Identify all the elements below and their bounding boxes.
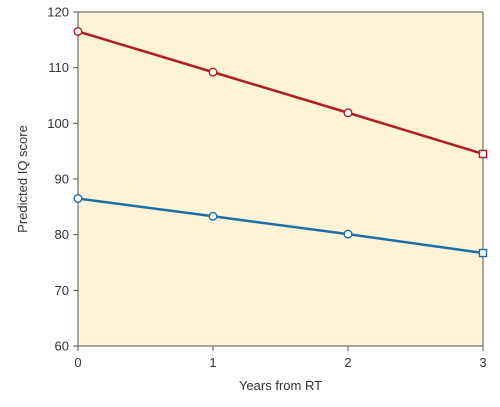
y-tick-label: 60 xyxy=(55,339,69,354)
plot-area xyxy=(77,11,484,347)
x-tick-label: 0 xyxy=(74,355,81,370)
data-point xyxy=(208,211,218,221)
data-point xyxy=(478,149,488,159)
data-point xyxy=(478,248,488,258)
y-tick-label: 100 xyxy=(47,116,69,131)
series-line xyxy=(76,197,485,255)
x-tick-label: 2 xyxy=(344,355,351,370)
data-point xyxy=(343,229,353,239)
data-point xyxy=(73,26,83,36)
y-tick-label: 110 xyxy=(48,60,69,75)
x-axis-title: Years from RT xyxy=(239,378,322,393)
x-tick-label: 1 xyxy=(209,355,216,370)
y-tick-label: 120 xyxy=(47,5,69,20)
data-point xyxy=(208,67,218,77)
series-1 xyxy=(73,26,488,159)
x-tick-label: 3 xyxy=(479,355,486,370)
axes-layer: 60 70 80 90 100 110 120 0 1 2 3 xyxy=(47,5,486,371)
y-axis-title: Predicted IQ score xyxy=(15,125,30,233)
series-2 xyxy=(73,193,488,258)
series-line xyxy=(76,30,485,156)
y-tick-label: 90 xyxy=(55,172,69,187)
data-point xyxy=(343,108,353,118)
data-point xyxy=(73,193,83,203)
y-tick-label: 70 xyxy=(55,283,69,298)
y-tick-label: 80 xyxy=(55,227,69,242)
series-layer xyxy=(73,26,488,258)
